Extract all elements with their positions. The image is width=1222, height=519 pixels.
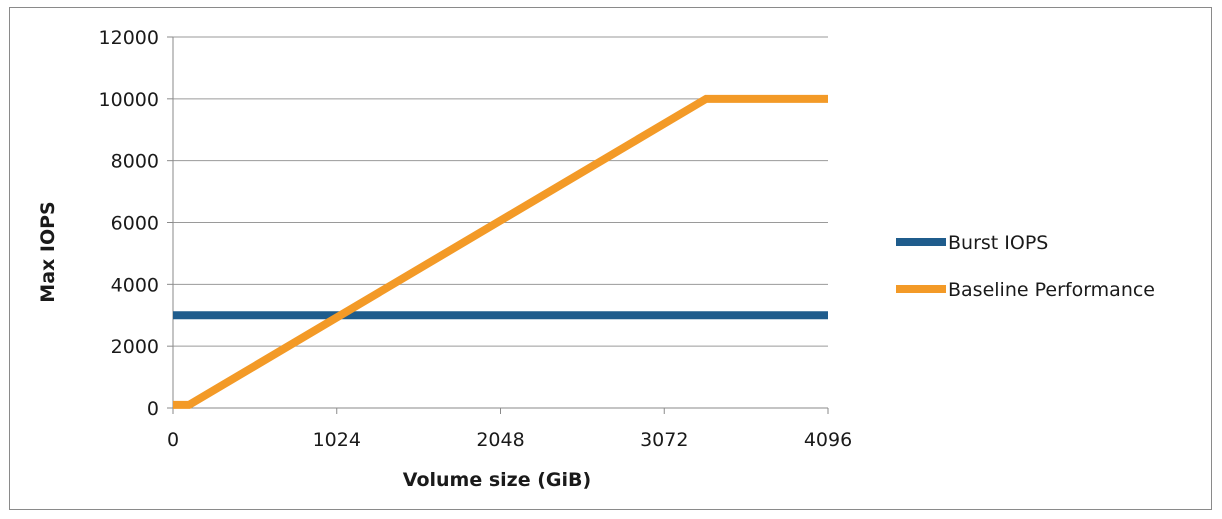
chart-frame: [9, 7, 1212, 510]
legend: Burst IOPS Baseline Performance: [896, 232, 1155, 301]
y-tick-label-0: 0: [147, 398, 159, 420]
legend-label-baseline-performance: Baseline Performance: [948, 279, 1155, 301]
x-tick-label-0: 0: [167, 429, 179, 451]
y-tick-labels: 0 2000 4000 6000 8000 10000 12000: [99, 27, 173, 420]
y-tick-label-5: 10000: [99, 89, 159, 111]
x-tick-label-4: 4096: [804, 429, 852, 451]
x-tick-label-3: 3072: [640, 429, 688, 451]
x-tick-label-1: 1024: [313, 429, 361, 451]
series-line-baseline-performance: [173, 94, 828, 409]
y-tick-label-6: 12000: [99, 27, 159, 49]
y-tick-label-3: 6000: [111, 213, 159, 235]
y-tick-label-2: 4000: [111, 274, 159, 296]
y-tick-label-1: 2000: [111, 336, 159, 358]
x-axis-title: Volume size (GiB): [403, 469, 591, 491]
x-tick-label-2: 2048: [476, 429, 524, 451]
x-tick-labels: 0 1024 2048 3072 4096: [167, 408, 852, 451]
legend-label-burst-iops: Burst IOPS: [948, 232, 1048, 254]
series-lines: [173, 94, 828, 409]
y-axis-title: Max IOPS: [37, 201, 59, 302]
gridlines: [173, 36, 828, 347]
y-tick-label-4: 8000: [111, 151, 159, 173]
